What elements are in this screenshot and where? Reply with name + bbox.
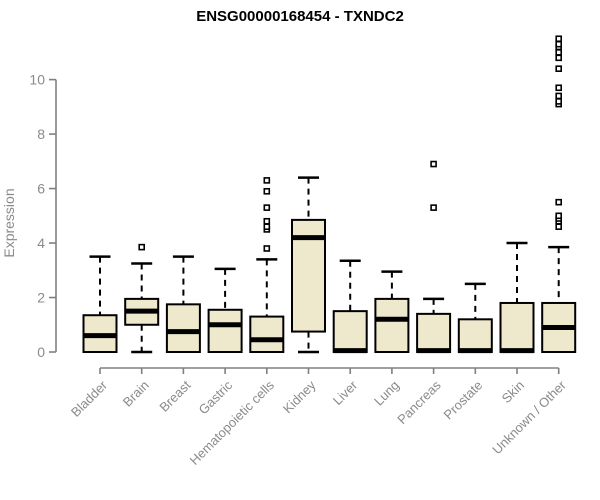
outlier-point-pancreas <box>430 204 437 211</box>
outlier-point-hematopoietic-cells <box>263 245 271 252</box>
box-hematopoietic-cells <box>249 315 285 354</box>
y-tick-label: 4 <box>37 235 45 251</box>
y-tick-label: 10 <box>29 72 45 88</box>
chart-title: ENSG00000168454 - TXNDC2 <box>196 8 404 25</box>
x-category-label: Unknown / Other <box>489 377 569 457</box>
outlier-point-unknown-other <box>555 54 563 62</box>
y-tick-label: 6 <box>37 181 45 197</box>
box-prostate <box>457 318 493 354</box>
outlier-point-unknown-other <box>555 65 563 73</box>
box-liver <box>332 310 368 354</box>
box-pancreas <box>416 312 452 354</box>
x-category-label: Skin <box>499 378 527 406</box>
x-category-label: Liver <box>330 377 361 408</box>
outlier-point-unknown-other <box>555 40 563 48</box>
x-category-label: Bladder <box>68 377 111 420</box>
outlier-point-unknown-other <box>555 92 563 100</box>
outlier-point-unknown-other <box>555 98 563 105</box>
x-category-label: Brain <box>120 378 152 410</box>
outlier-point-unknown-other <box>555 35 563 43</box>
outlier-point-hematopoietic-cells <box>263 223 271 230</box>
outlier-point-brain <box>138 243 145 251</box>
x-category-label: Gastric <box>196 377 236 417</box>
x-category-label: Prostate <box>441 378 486 423</box>
outlier-point-unknown-other <box>555 223 563 230</box>
box-breast <box>165 303 201 353</box>
x-category-label: Kidney <box>280 377 319 416</box>
y-tick-label: 0 <box>37 344 45 360</box>
outlier-point-pancreas <box>430 160 437 168</box>
outlier-point-hematopoietic-cells <box>263 204 271 211</box>
outlier-point-unknown-other <box>555 212 563 220</box>
y-tick-label: 2 <box>37 290 45 306</box>
box-gastric <box>207 308 243 354</box>
box-lung <box>374 297 410 353</box>
y-tick-label: 8 <box>37 126 45 142</box>
outlier-point-unknown-other <box>555 198 563 206</box>
y-axis-label: Expression <box>1 188 17 258</box>
x-category-label: Breast <box>156 377 193 414</box>
outlier-point-hematopoietic-cells <box>263 217 271 225</box>
x-category-label: Lung <box>371 378 402 409</box>
outlier-point-hematopoietic-cells <box>263 177 271 184</box>
outlier-point-unknown-other <box>555 49 563 56</box>
x-category-label: Pancreas <box>394 377 444 427</box>
box-skin <box>499 301 535 353</box>
outlier-point-unknown-other <box>555 84 563 92</box>
outlier-point-hematopoietic-cells <box>263 187 271 195</box>
